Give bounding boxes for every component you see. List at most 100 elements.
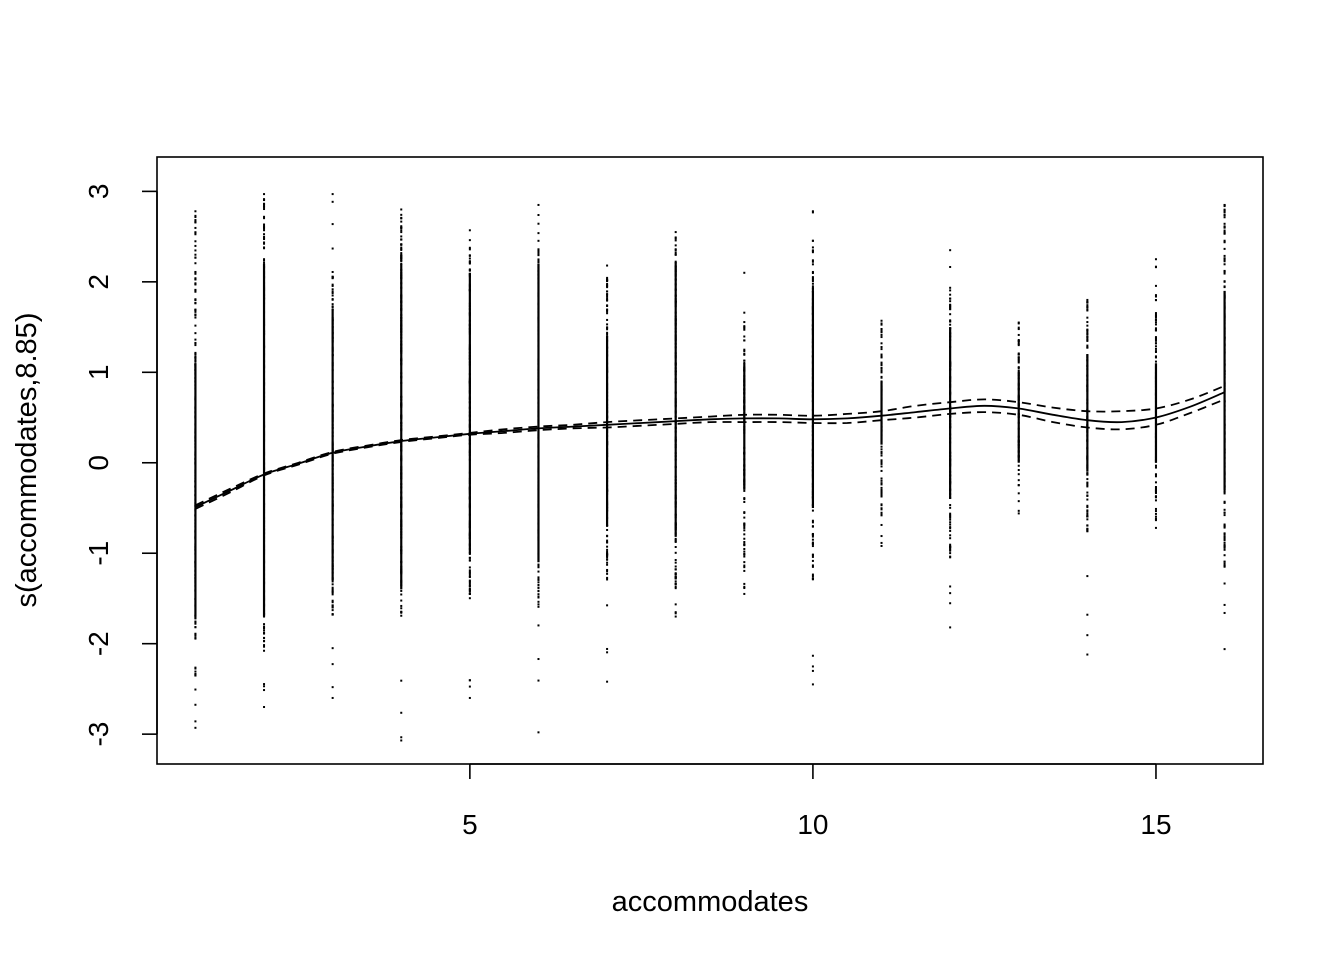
residual-point [1154,421,1157,424]
residual-point [1223,204,1226,207]
residual-point [1154,319,1157,322]
residual-point [194,369,197,372]
residual-point [331,283,334,286]
residual-point [1223,451,1226,454]
residual-point [1223,229,1226,232]
residual-point [743,412,746,415]
residual-point [331,606,334,609]
residual-point [263,302,266,305]
residual-point [743,428,746,431]
residual-point [537,380,540,383]
residual-point [880,364,883,367]
residual-point [263,198,266,201]
residual-point [400,294,403,297]
residual-point [537,410,540,413]
residual-point [674,251,677,254]
residual-point [331,303,334,306]
residual-point [263,388,266,391]
residual-point [468,380,471,383]
residual-point [743,525,746,528]
residual-point [400,226,403,229]
residual-point [400,319,403,322]
residual-point [674,342,677,345]
residual-point [1017,341,1020,344]
residual-point [331,288,334,291]
residual-point [331,308,334,311]
residual-point [537,488,540,491]
residual-point [949,323,952,326]
residual-point [331,447,334,450]
residual-point [1086,316,1089,319]
residual-point [880,544,883,547]
residual-point [194,522,197,525]
residual-point [674,587,677,590]
residual-point [674,244,677,247]
residual-point [400,604,403,607]
residual-point [537,538,540,541]
residual-point [1086,510,1089,513]
residual-point [194,565,197,568]
residual-point [1223,514,1226,517]
residual-point [811,285,814,288]
residual-point [263,458,266,461]
residual-column-13 [1017,321,1020,515]
residual-point [468,520,471,523]
residual-point [400,444,403,447]
residual-point [606,312,609,315]
residual-point [194,509,197,512]
residual-point [194,525,197,528]
residual-point [674,546,677,549]
residual-point [743,473,746,476]
residual-point [468,566,471,569]
residual-point [606,502,609,505]
residual-point [811,669,814,672]
residual-point [331,551,334,554]
residual-point [1017,456,1020,459]
residual-point [743,431,746,434]
residual-point [468,302,471,305]
residual-point [263,504,266,507]
residual-point [949,433,952,436]
residual-point [606,517,609,520]
residual-point [1154,400,1157,403]
residual-point [949,488,952,491]
residual-point [949,426,952,429]
residual-point [468,597,471,600]
residual-point [743,585,746,588]
residual-point [1017,421,1020,424]
residual-point [1017,459,1020,462]
residual-point [1154,405,1157,408]
residual-point [1223,362,1226,365]
residual-point [537,570,540,573]
residual-point [1223,313,1226,316]
residual-point [1154,466,1157,469]
residual-point [537,248,540,251]
residual-column-7 [605,264,609,683]
residual-point [743,547,746,550]
residual-point [1086,337,1089,340]
residual-point [811,554,814,557]
residual-point [194,344,197,347]
residual-point [1154,499,1157,502]
residual-point [331,613,334,616]
residual-point [743,379,746,382]
residual-point [400,579,403,582]
residual-point [537,320,540,323]
residual-point [674,356,677,359]
residual-point [1154,460,1157,463]
residual-point [194,498,197,501]
residual-point [606,450,609,453]
residual-point [606,331,609,334]
residual-point [1154,355,1157,358]
residual-point [1017,377,1020,380]
residual-point [331,346,334,349]
residual-point [1154,512,1157,515]
residual-point [1086,431,1089,434]
residual-point [880,323,883,326]
residual-point [537,381,540,384]
residual-point [880,511,883,514]
residual-point [468,490,471,493]
residual-point [1223,471,1226,474]
residual-point [331,454,334,457]
residual-point [468,314,471,317]
